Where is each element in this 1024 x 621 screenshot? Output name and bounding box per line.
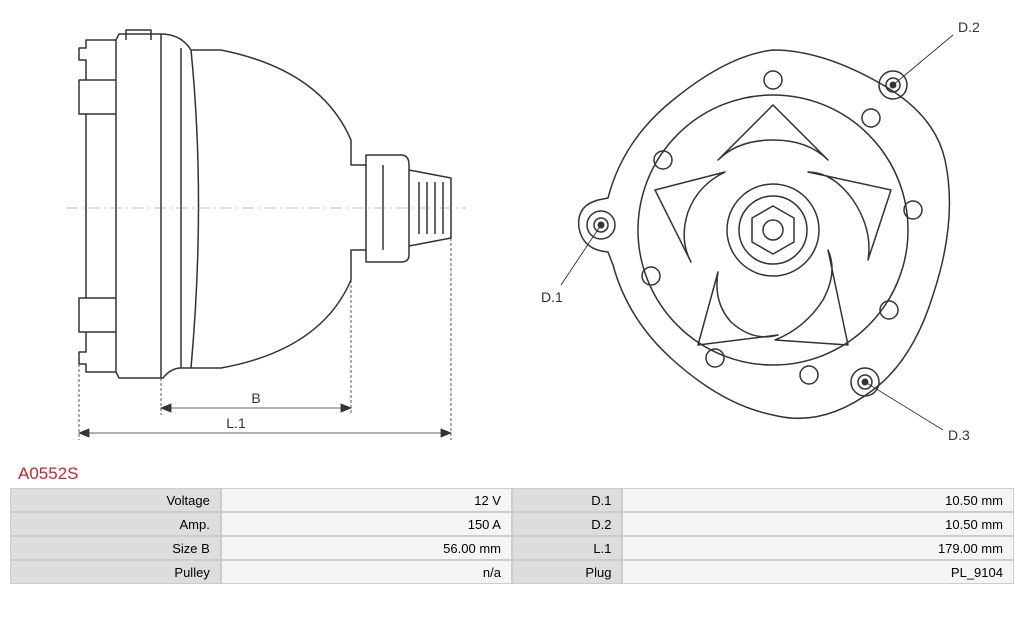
dim-d3-label: D.3 xyxy=(948,427,970,443)
spec-row: Size B 56.00 mm xyxy=(10,536,512,560)
spec-col-right: D.1 10.50 mm D.2 10.50 mm L.1 179.00 mm … xyxy=(512,488,1014,584)
spec-value: PL_9104 xyxy=(622,560,1014,584)
part-number: A0552S xyxy=(18,464,1014,484)
spec-label: Amp. xyxy=(10,512,221,536)
spec-label: D.2 xyxy=(512,512,622,536)
spec-row: Amp. 150 A xyxy=(10,512,512,536)
dim-d2-label: D.2 xyxy=(958,19,980,35)
front-view-diagram: D.2 D.1 D.3 xyxy=(512,10,1014,460)
spec-label: D.1 xyxy=(512,488,622,512)
spec-row: Voltage 12 V xyxy=(10,488,512,512)
spec-label: Plug xyxy=(512,560,622,584)
spec-label: L.1 xyxy=(512,536,622,560)
spec-value: 10.50 mm xyxy=(622,512,1014,536)
dim-b-label: B xyxy=(251,390,260,406)
spec-value: 56.00 mm xyxy=(221,536,512,560)
spec-row: Plug PL_9104 xyxy=(512,560,1014,584)
spec-value: 10.50 mm xyxy=(622,488,1014,512)
spec-col-left: Voltage 12 V Amp. 150 A Size B 56.00 mm … xyxy=(10,488,512,584)
spec-label: Pulley xyxy=(10,560,221,584)
spec-row: Pulley n/a xyxy=(10,560,512,584)
spec-value: 179.00 mm xyxy=(622,536,1014,560)
spec-value: 12 V xyxy=(221,488,512,512)
diagram-area: B L.1 xyxy=(10,10,1014,460)
spec-row: D.1 10.50 mm xyxy=(512,488,1014,512)
spec-value: 150 A xyxy=(221,512,512,536)
spec-row: L.1 179.00 mm xyxy=(512,536,1014,560)
spec-value: n/a xyxy=(221,560,512,584)
spec-label: Voltage xyxy=(10,488,221,512)
spec-label: Size B xyxy=(10,536,221,560)
spec-table: Voltage 12 V Amp. 150 A Size B 56.00 mm … xyxy=(10,488,1014,584)
dim-l1-label: L.1 xyxy=(226,415,246,431)
dim-d1-label: D.1 xyxy=(541,289,563,305)
spec-row: D.2 10.50 mm xyxy=(512,512,1014,536)
side-view-diagram: B L.1 xyxy=(10,10,512,460)
